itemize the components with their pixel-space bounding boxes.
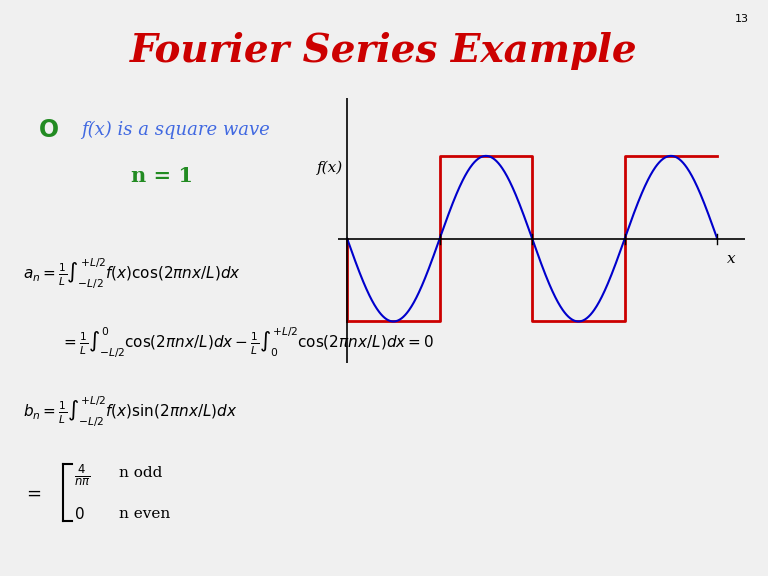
Text: $b_n = \frac{1}{L} \int_{-L/2}^{+L/2} f(x)\sin(2\pi nx/L)dx$: $b_n = \frac{1}{L} \int_{-L/2}^{+L/2} f(… xyxy=(23,395,237,429)
Text: n odd: n odd xyxy=(119,467,162,480)
Text: $a_n = \frac{1}{L} \int_{-L/2}^{+L/2} f(x)\cos(2\pi nx/L)dx$: $a_n = \frac{1}{L} \int_{-L/2}^{+L/2} f(… xyxy=(23,256,241,291)
Text: $\frac{4}{n\pi}$: $\frac{4}{n\pi}$ xyxy=(74,463,91,488)
Text: $=$: $=$ xyxy=(23,483,41,502)
Text: $0$: $0$ xyxy=(74,506,85,522)
Text: f(x) is a square wave: f(x) is a square wave xyxy=(81,120,270,139)
Text: x: x xyxy=(727,252,736,266)
Text: n = 1: n = 1 xyxy=(131,166,193,185)
Text: Fourier Series Example: Fourier Series Example xyxy=(131,32,637,70)
Text: $= \frac{1}{L} \int_{-L/2}^{0} \cos(2\pi nx/L)dx - \frac{1}{L}\int_{0}^{+L/2} \c: $= \frac{1}{L} \int_{-L/2}^{0} \cos(2\pi… xyxy=(61,325,435,360)
Text: O: O xyxy=(38,118,58,142)
Text: n even: n even xyxy=(119,507,170,521)
Text: f(x): f(x) xyxy=(317,161,343,176)
Text: 13: 13 xyxy=(735,14,749,24)
